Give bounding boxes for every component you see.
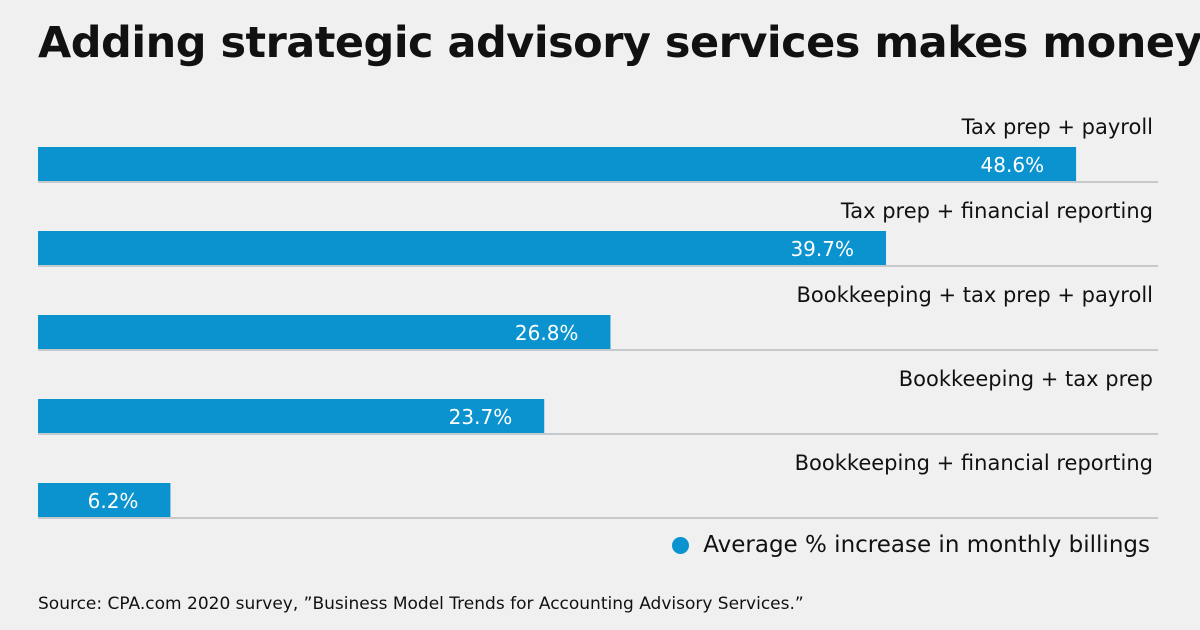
legend-swatch-icon — [672, 536, 690, 554]
bar — [38, 315, 611, 349]
legend-label: Average % increase in monthly billings — [703, 532, 1150, 558]
source-note: Source: CPA.com 2020 survey, ”Business M… — [38, 594, 804, 614]
bar — [38, 483, 171, 517]
bar — [38, 147, 1077, 181]
value-label: 6.2% — [88, 489, 139, 513]
value-label: 23.7% — [449, 405, 513, 429]
category-label: Bookkeeping + tax prep — [899, 367, 1153, 391]
legend: Average % increase in monthly billings — [672, 532, 1150, 558]
bar — [38, 231, 886, 265]
category-label: Bookkeeping + financial reporting — [795, 451, 1153, 475]
value-label: 48.6% — [981, 153, 1045, 177]
value-label: 26.8% — [515, 321, 579, 345]
bar — [38, 399, 545, 433]
value-label: 39.7% — [790, 237, 854, 261]
category-label: Tax prep + financial reporting — [840, 199, 1153, 223]
category-label: Tax prep + payroll — [961, 115, 1153, 139]
category-label: Bookkeeping + tax prep + payroll — [797, 283, 1154, 307]
chart-title: Adding strategic advisory services makes… — [38, 18, 1200, 68]
